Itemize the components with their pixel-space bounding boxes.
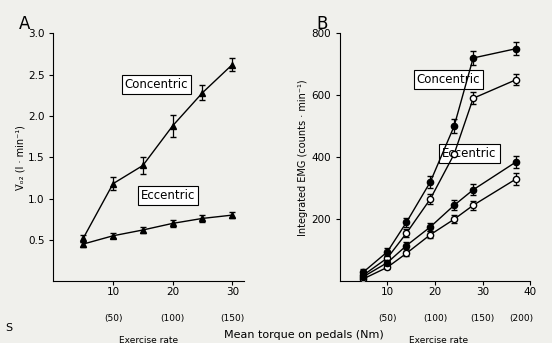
Text: Concentric: Concentric <box>125 78 188 91</box>
Text: (150): (150) <box>220 314 245 322</box>
Text: B: B <box>317 15 328 33</box>
Text: (100): (100) <box>161 314 185 322</box>
Text: (100): (100) <box>423 314 447 322</box>
Y-axis label: Integrated EMG (counts · min⁻¹): Integrated EMG (counts · min⁻¹) <box>298 79 308 236</box>
Text: Exercise rate: Exercise rate <box>119 336 178 343</box>
Y-axis label: V̇ₒ₂ (l · min⁻¹): V̇ₒ₂ (l · min⁻¹) <box>15 125 25 190</box>
Text: (150): (150) <box>471 314 495 322</box>
Text: (50): (50) <box>378 314 396 322</box>
Text: Concentric: Concentric <box>417 73 480 86</box>
Text: Mean torque on pedals (Nm): Mean torque on pedals (Nm) <box>224 330 384 340</box>
Text: A: A <box>19 15 30 33</box>
Text: (50): (50) <box>104 314 123 322</box>
Text: Eccentric: Eccentric <box>442 147 497 160</box>
Text: Eccentric: Eccentric <box>141 189 195 202</box>
Text: (200): (200) <box>509 314 533 322</box>
Text: S: S <box>6 323 13 333</box>
Text: Exercise rate: Exercise rate <box>409 336 469 343</box>
